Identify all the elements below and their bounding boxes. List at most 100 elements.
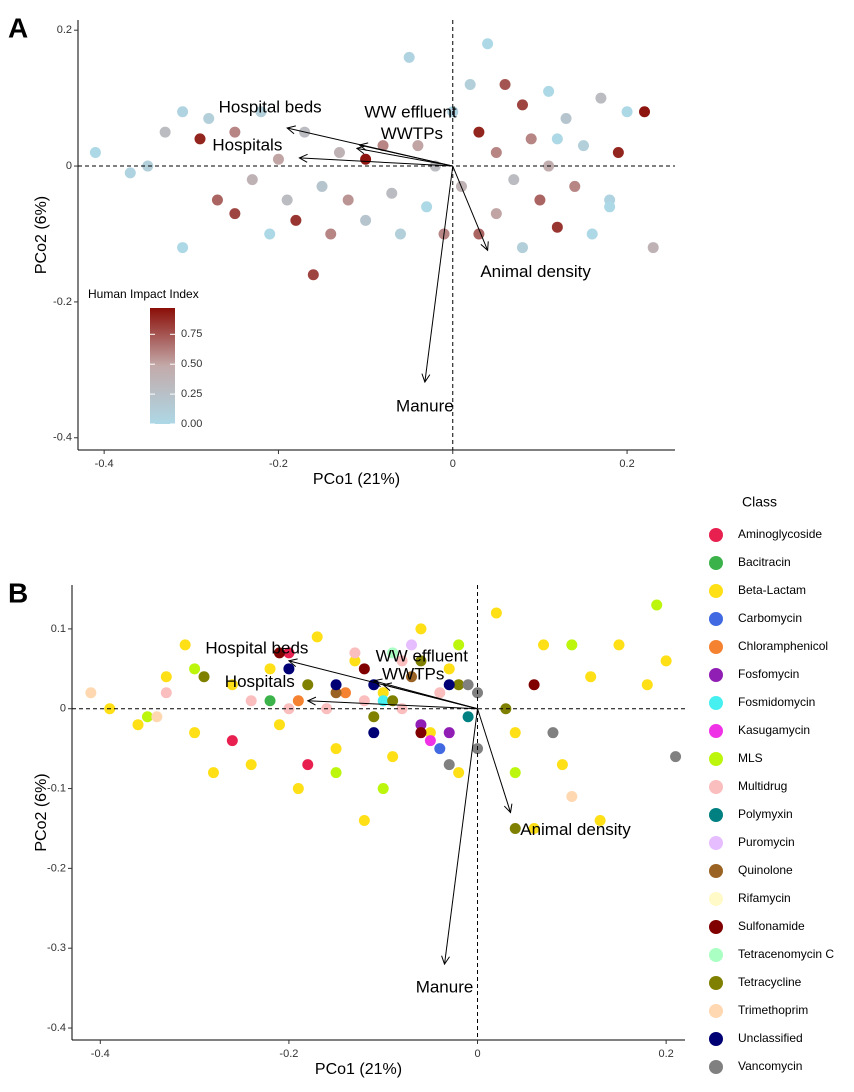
y-tick-label: -0.1 [47, 782, 66, 794]
arrow-label: Hospitals [212, 135, 282, 154]
point [360, 214, 372, 226]
x-tick-label: -0.4 [91, 1048, 110, 1060]
legend-label: Sulfonamide [738, 919, 805, 933]
legend-label: Vancomycin [738, 1059, 802, 1073]
point [194, 133, 206, 145]
point [281, 194, 293, 206]
legend-swatch [709, 556, 723, 570]
point [386, 187, 398, 199]
y-tick-label: -0.2 [47, 862, 66, 874]
point [660, 655, 672, 667]
point [246, 174, 258, 186]
point [255, 106, 267, 118]
point [534, 194, 546, 206]
legend-swatch [709, 668, 723, 682]
point [638, 106, 650, 118]
point [159, 126, 171, 138]
point [89, 146, 101, 158]
point [387, 751, 399, 763]
legend-label: Rifamycin [738, 891, 791, 905]
x-axis-title: PCo1 (21%) [315, 1061, 402, 1078]
point [264, 695, 276, 707]
point [342, 194, 354, 206]
point [586, 228, 598, 240]
point [453, 679, 465, 691]
panel-label: B [8, 577, 28, 608]
point [543, 85, 555, 97]
legend-label: Quinolone [738, 863, 793, 877]
point [333, 146, 345, 158]
point [245, 759, 257, 771]
colorbar-label: 0.25 [181, 388, 202, 400]
point [525, 133, 537, 145]
colorbar-label: 0.50 [181, 358, 202, 370]
point [490, 607, 502, 619]
y-axis-title: PCo2 (6%) [33, 196, 50, 274]
point [647, 242, 659, 254]
point [245, 695, 257, 707]
point [229, 208, 241, 220]
legend-label: Multidrug [738, 779, 787, 793]
point [387, 695, 399, 707]
point [621, 106, 633, 118]
colorbar-label: 0.00 [181, 418, 202, 430]
legend-swatch [709, 752, 723, 766]
legend-label: Fosfomycin [738, 667, 799, 681]
y-tick-label: -0.4 [47, 1022, 66, 1034]
point [516, 242, 528, 254]
point [151, 711, 163, 723]
y-tick-label: -0.2 [53, 296, 72, 308]
legend-label: Unclassified [738, 1031, 803, 1045]
point [290, 214, 302, 226]
point [316, 180, 328, 192]
point [330, 767, 342, 779]
x-tick-label: -0.2 [269, 458, 288, 470]
legend-label: Polymyxin [738, 807, 793, 821]
point [330, 687, 342, 699]
point [509, 767, 521, 779]
point [508, 174, 520, 186]
point [453, 639, 465, 651]
legend-label: Puromycin [738, 835, 795, 849]
point [566, 791, 578, 803]
legend-label: Fosmidomycin [738, 695, 815, 709]
colorbar-label: 0.75 [181, 328, 202, 340]
point [360, 153, 372, 165]
point [207, 767, 219, 779]
biplot-arrow [452, 165, 488, 250]
point [516, 99, 528, 111]
legend-swatch [709, 584, 723, 598]
legend-swatch [709, 780, 723, 794]
point [302, 679, 314, 691]
point [403, 51, 415, 63]
arrow-label: WWTPs [382, 664, 444, 683]
point [490, 208, 502, 220]
point [490, 146, 502, 158]
arrow-label: Hospital beds [219, 97, 322, 116]
point [499, 79, 511, 91]
legend-swatch [709, 892, 723, 906]
point [302, 759, 314, 771]
x-tick-label: 0 [450, 458, 456, 470]
point [509, 727, 521, 739]
point [292, 695, 304, 707]
point [406, 671, 418, 683]
point [509, 822, 521, 834]
point [556, 759, 568, 771]
point [443, 679, 455, 691]
x-tick-label: -0.4 [95, 458, 114, 470]
legend-swatch [709, 1032, 723, 1046]
point [226, 735, 238, 747]
point [500, 703, 512, 715]
colorbar-title: Human Impact Index [88, 287, 199, 301]
point [358, 814, 370, 826]
point [462, 711, 474, 723]
point [349, 647, 361, 659]
point [330, 679, 342, 691]
point [377, 140, 389, 152]
legend-label: Carbomycin [738, 611, 802, 625]
point [566, 639, 578, 651]
y-tick-label: 0.1 [51, 623, 66, 635]
legend-swatch [709, 528, 723, 542]
